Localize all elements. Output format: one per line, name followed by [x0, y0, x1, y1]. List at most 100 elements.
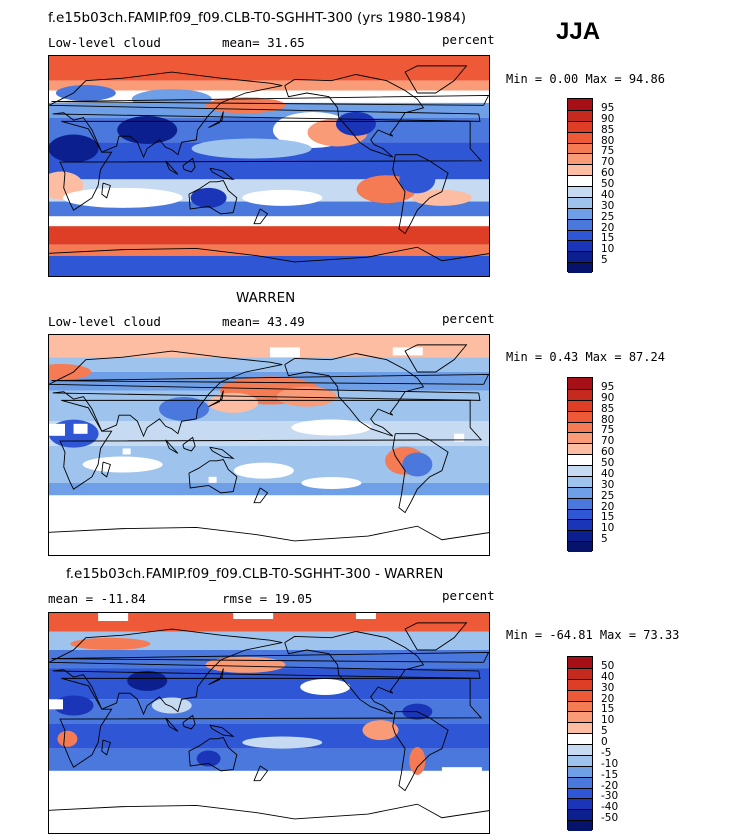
colorbar-swatch	[568, 667, 592, 679]
colorbar-tick-label: 60	[601, 167, 615, 180]
colorbar-tick-label: 75	[601, 424, 615, 437]
colorbar-swatch	[568, 240, 592, 252]
colorbar-tick-label: 20	[601, 221, 615, 234]
colorbar-swatch	[568, 432, 592, 444]
colorbar-tick-label: 90	[601, 112, 615, 125]
coastlines	[49, 344, 489, 542]
colorbar-tick-label: 20	[601, 500, 615, 513]
colorbar-tick-label: -20	[601, 779, 619, 792]
panel-2-title: WARREN	[236, 290, 296, 306]
colorbar-tick-label: 10	[601, 243, 615, 256]
colorbar-tick-label: 0	[601, 736, 608, 748]
colorbar-tick-label: 5	[601, 533, 608, 546]
colorbar-tick-label: 15	[601, 232, 615, 245]
colorbar-swatch	[568, 196, 592, 208]
colorbar-tick-label: 40	[601, 670, 615, 683]
colorbar-swatch	[568, 388, 592, 400]
colorbar-swatch	[568, 251, 592, 263]
field-bands	[49, 335, 489, 555]
colorbar-swatch	[568, 541, 592, 552]
colorbar-tick-label: 15	[601, 703, 615, 716]
colorbar-swatch	[568, 754, 592, 766]
colorbar-swatch	[568, 175, 592, 186]
colorbar-swatch	[568, 776, 592, 788]
colorbar-tick-label: -50	[601, 812, 619, 825]
colorbar-swatch	[568, 207, 592, 219]
colorbar-tick-label: 30	[601, 199, 615, 212]
panel-1-min-max: Min = 0.00 Max = 94.86	[506, 72, 665, 86]
colorbar-tick-label: 95	[601, 380, 615, 393]
colorbar-swatch	[568, 164, 592, 176]
colorbar-swatch	[568, 678, 592, 690]
colorbar-swatch	[568, 657, 592, 668]
colorbar-swatch	[568, 229, 592, 241]
colorbar-tick-label: 15	[601, 511, 615, 524]
colorbar-tick-label: 50	[601, 457, 615, 469]
colorbar-swatch	[568, 186, 592, 197]
colorbar-tick-label: 80	[601, 413, 615, 426]
colorbar-tick-label: 60	[601, 446, 615, 459]
colorbar-tick-label: 90	[601, 391, 615, 404]
colorbar-swatch	[568, 798, 592, 810]
panel-1-units-label: percent	[442, 32, 495, 47]
colorbar-swatch	[568, 711, 592, 723]
colorbar-tick-label: 50	[601, 659, 615, 672]
panel-3-mean-label: mean = -11.84	[48, 591, 146, 606]
colorbar-swatch	[568, 530, 592, 542]
colorbar-tick-label: -10	[601, 757, 619, 770]
colorbar-tick-label: 40	[601, 188, 615, 201]
colorbar-swatch	[568, 820, 592, 831]
colorbar-tick-label: 5	[601, 254, 608, 267]
missing-data	[49, 347, 465, 483]
colorbar-swatch	[568, 262, 592, 273]
colorbar-tick-label: 25	[601, 210, 615, 223]
colorbar-tick-label: 80	[601, 134, 615, 147]
colorbar-swatch	[568, 700, 592, 712]
colorbar-tick-label: -40	[601, 801, 619, 814]
colorbar-swatch	[568, 744, 592, 755]
colorbar-swatch	[568, 765, 592, 777]
panel-3-colorbar-labels: 50 40 30 20 15 10 5 0 -5 -10 -15 -20 -30 -40 -50	[601, 656, 641, 830]
panel-2-colorbar	[567, 377, 593, 552]
panel-3-title: f.e15b03ch.FAMIP.f09_f09.CLB-T0-SGHHT-30…	[66, 566, 444, 582]
colorbar-swatch	[568, 153, 592, 165]
colorbar-swatch	[568, 689, 592, 701]
colorbar-swatch	[568, 142, 592, 154]
panel-3-min-max: Min = -64.81 Max = 73.33	[506, 628, 680, 642]
colorbar-swatch	[568, 733, 592, 744]
colorbar-swatch	[568, 218, 592, 230]
colorbar-swatch	[568, 787, 592, 799]
panel-2-mean-label: mean= 43.49	[222, 314, 305, 329]
colorbar-swatch	[568, 99, 592, 110]
panel-1-colorbar	[567, 98, 593, 273]
panel-1-colorbar-labels: 95 90 85 80 75 70 60 50 40 30 25 20 15 10 5	[601, 98, 641, 272]
panel-3-colorbar	[567, 656, 593, 831]
colorbar-swatch	[568, 131, 592, 143]
panel-2-colorbar-labels: 95 90 85 80 75 70 60 50 40 30 25 20 15 10 5	[601, 377, 641, 551]
colorbar-tick-label: -15	[601, 768, 619, 781]
colorbar-swatch	[568, 722, 592, 734]
colorbar-tick-label: 95	[601, 101, 615, 114]
colorbar-tick-label: 50	[601, 178, 615, 190]
colorbar-swatch	[568, 486, 592, 498]
colorbar-swatch	[568, 475, 592, 487]
colorbar-swatch	[568, 519, 592, 531]
panel-1-title: f.e15b03ch.FAMIP.f09_f09.CLB-T0-SGHHT-30…	[48, 10, 466, 26]
panel-2-map	[48, 334, 490, 556]
colorbar-tick-label: 30	[601, 681, 615, 694]
season-label: JJA	[556, 18, 601, 45]
colorbar-tick-label: 70	[601, 156, 615, 169]
colorbar-tick-label: 10	[601, 522, 615, 535]
colorbar-swatch	[568, 465, 592, 476]
colorbar-swatch	[568, 443, 592, 455]
panel-1-variable-label: Low-level cloud	[48, 35, 161, 50]
panel-2-variable-label: Low-level cloud	[48, 314, 161, 329]
panel-3-map	[48, 612, 490, 834]
coastlines	[49, 622, 489, 820]
field-patches	[53, 637, 433, 775]
colorbar-tick-label: -30	[601, 790, 619, 803]
colorbar-swatch	[568, 454, 592, 465]
colorbar-swatch	[568, 378, 592, 389]
colorbar-swatch	[568, 809, 592, 821]
field-patches	[49, 85, 472, 208]
